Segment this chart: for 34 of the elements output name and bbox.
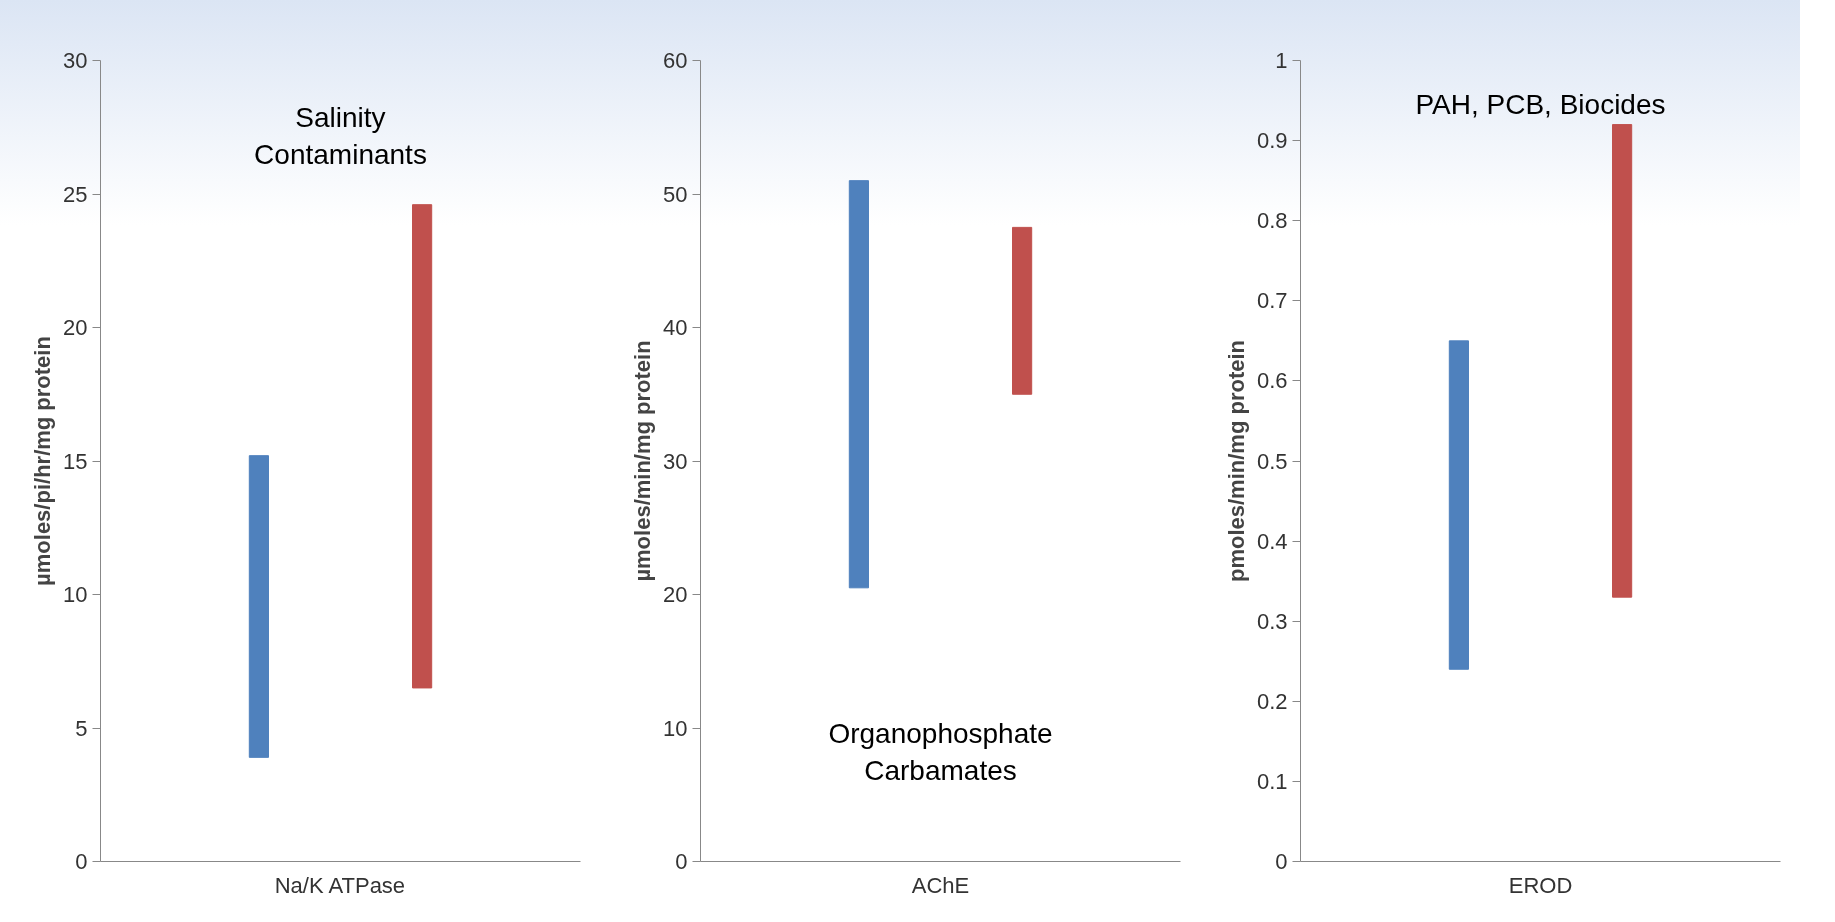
y-tick-label: 0 (75, 849, 88, 874)
y-tick-label: 10 (663, 715, 688, 741)
y-axis-title: µmoles/min/mg protein (630, 340, 656, 582)
x-tick-label: AChE (911, 872, 970, 898)
y-tick-label: 5 (75, 715, 88, 741)
y-tick-label: 0 (675, 849, 688, 874)
y-tick-label: 10 (63, 582, 88, 607)
y-tick-label: 20 (63, 315, 88, 340)
y-tick-label: 30 (63, 48, 88, 73)
y-tick-label: 0.5 (1256, 448, 1288, 474)
y-axis-title: pmoles/min/mg protein (1223, 339, 1249, 583)
annotation: PAH, PCB, Biocides (1415, 89, 1666, 121)
annotation: Salinity Contaminants (254, 102, 427, 171)
y-tick-label: 0.1 (1256, 768, 1288, 794)
x-tick-label: Na/K ATPase (274, 872, 406, 898)
y-tick-label: 25 (63, 181, 88, 207)
y-axis-title: µmoles/pi/hr/mg protein (30, 336, 56, 586)
y-tick-label: 0.4 (1256, 528, 1288, 554)
y-tick-label: 40 (663, 315, 688, 340)
y-tick-label: 0.8 (1256, 208, 1288, 234)
y-tick-label: 0.9 (1256, 128, 1288, 154)
y-tick-label: 0.3 (1256, 608, 1288, 634)
y-tick-label: 60 (663, 48, 688, 73)
y-tick-label: 15 (63, 448, 88, 474)
y-tick-label: 20 (663, 582, 688, 607)
y-tick-label: 30 (663, 448, 688, 474)
y-tick-label: 50 (663, 181, 688, 207)
x-tick-label: EROD (1508, 872, 1573, 898)
y-tick-label: 0.2 (1256, 688, 1288, 714)
y-tick-label: 0.7 (1256, 288, 1288, 314)
y-tick-label: 0.6 (1256, 368, 1288, 394)
y-tick-label: 0 (1275, 849, 1288, 874)
y-tick-label: 1 (1275, 48, 1288, 73)
annotation: Organophosphate Carbamates (828, 718, 1053, 787)
